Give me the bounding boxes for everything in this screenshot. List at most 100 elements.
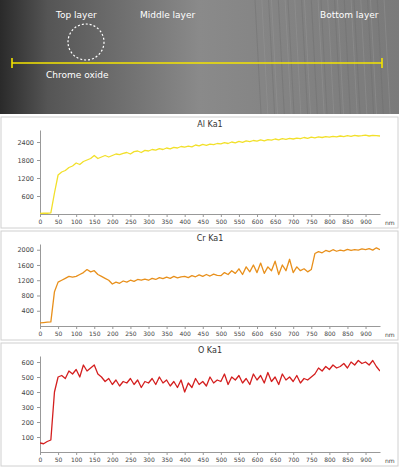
x-tick-label: 550 [234, 218, 246, 225]
x-tick-mark [257, 452, 258, 455]
x-tick: 850 [342, 214, 354, 225]
x-tick-mark [112, 452, 113, 455]
line-chart: O Ka105010015020025030035040045050055060… [1, 343, 398, 466]
x-tick-mark [293, 214, 294, 217]
x-tick: 250 [125, 214, 137, 225]
y-tick: 1600 [17, 262, 40, 270]
micrograph-label: Chrome oxide [46, 70, 109, 80]
x-tick-mark [112, 214, 113, 217]
scan-line-end [11, 58, 13, 68]
y-tick: 1800 [17, 157, 40, 165]
x-tick-label: 450 [198, 218, 210, 225]
y-tick-label: 800 [22, 292, 34, 300]
x-tick-mark [293, 326, 294, 329]
x-tick: 200 [107, 326, 119, 337]
x-tick: 800 [324, 326, 336, 337]
x-tick: 650 [270, 326, 282, 337]
y-tick-mark [37, 311, 40, 312]
y-tick-mark [37, 196, 40, 197]
striation [384, 0, 390, 114]
x-tick-mark [130, 452, 131, 455]
y-tick-label: 600 [22, 193, 34, 201]
x-tick-mark [185, 214, 186, 217]
x-tick-mark [203, 452, 204, 455]
x-tick: 350 [161, 214, 173, 225]
y-tick-mark [37, 407, 40, 408]
y-tick-label: 1800 [17, 157, 34, 165]
y-tick: 1200 [17, 277, 40, 285]
y-tick-mark [37, 178, 40, 179]
y-tick-mark [37, 142, 40, 143]
x-tick: 550 [234, 326, 246, 337]
panel [1, 343, 398, 466]
x-tick-label: 900 [360, 218, 372, 225]
x-axis-label: nm [385, 331, 395, 338]
y-axis: 100200300400500600 [22, 357, 41, 453]
x-tick-label: 50 [55, 330, 63, 337]
x-tick-label: 450 [198, 330, 210, 337]
y-tick-label: 100 [22, 434, 34, 442]
x-tick-mark [130, 214, 131, 217]
region-circle [68, 24, 104, 60]
striation [285, 0, 291, 114]
micrograph: Top layerMiddle layerBottom layerChrome … [0, 0, 399, 114]
y-axis-line [40, 131, 41, 215]
x-tick: 900 [360, 452, 372, 463]
striation [288, 0, 294, 114]
x-tick-label: 450 [198, 456, 210, 463]
x-tick-label: 150 [89, 456, 101, 463]
y-tick: 400 [22, 307, 40, 315]
x-tick-label: 200 [107, 218, 119, 225]
x-tick-mark [329, 214, 330, 217]
plot-area [40, 135, 380, 213]
x-tick: 700 [288, 452, 300, 463]
y-tick: 100 [22, 434, 40, 442]
scan-line-end [381, 58, 383, 68]
x-tick-mark [239, 214, 240, 217]
panel [1, 231, 398, 340]
x-tick-mark [311, 326, 312, 329]
x-tick-mark [76, 214, 77, 217]
x-tick: 150 [89, 214, 101, 225]
x-tick-label: 600 [252, 218, 264, 225]
y-tick-mark [37, 362, 40, 363]
y-tick-label: 1200 [17, 277, 34, 285]
y-axis: 400800120016002000 [17, 245, 40, 327]
x-tick-mark [167, 214, 168, 217]
x-tick-label: 350 [161, 330, 173, 337]
panel [1, 117, 398, 228]
y-tick-mark [37, 392, 40, 393]
x-tick-label: 700 [288, 218, 300, 225]
x-tick-mark [130, 326, 131, 329]
x-tick-mark [58, 452, 59, 455]
x-tick-label: 100 [71, 330, 83, 337]
data-line [40, 248, 380, 323]
striation [255, 0, 261, 114]
x-tick-label: 350 [161, 218, 173, 225]
x-tick-mark [94, 452, 95, 455]
x-tick-label: 250 [125, 456, 137, 463]
y-axis-line [40, 357, 41, 453]
x-tick-label: 400 [179, 218, 191, 225]
x-tick-mark [329, 326, 330, 329]
x-tick-mark [275, 452, 276, 455]
x-tick: 800 [324, 214, 336, 225]
x-tick: 50 [55, 214, 63, 225]
y-tick-label: 1200 [17, 175, 34, 183]
x-tick-mark [58, 214, 59, 217]
x-tick: 100 [71, 214, 83, 225]
x-axis: 0501001502002503003504004505005506006507… [39, 452, 381, 463]
line-chart: Al Ka10501001502002503003504004505005506… [1, 117, 398, 228]
x-tick-label: 800 [324, 218, 336, 225]
x-tick-mark [167, 452, 168, 455]
y-tick-mark [37, 250, 40, 251]
x-tick: 450 [198, 326, 210, 337]
chart-title: Cr Ka1 [197, 234, 224, 243]
x-tick-mark [221, 452, 222, 455]
x-tick: 100 [71, 326, 83, 337]
y-tick-label: 600 [22, 359, 34, 367]
x-tick-label: 0 [39, 456, 43, 463]
y-tick: 600 [22, 359, 40, 367]
x-tick-mark [203, 214, 204, 217]
y-axis: 600120018002400 [17, 131, 40, 215]
